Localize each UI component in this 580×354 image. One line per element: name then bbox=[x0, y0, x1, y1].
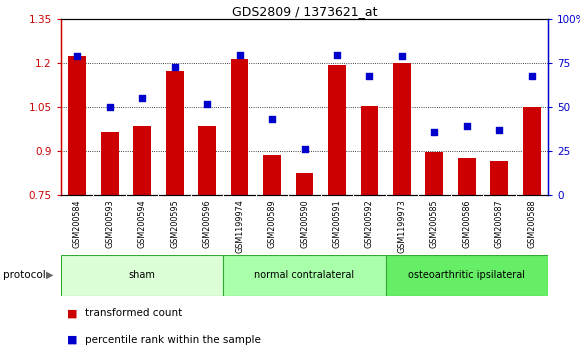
Text: ■: ■ bbox=[67, 308, 77, 318]
Bar bbox=[68, 56, 86, 195]
Point bbox=[235, 52, 244, 57]
Text: GSM200589: GSM200589 bbox=[267, 200, 277, 248]
Text: GSM1199974: GSM1199974 bbox=[235, 200, 244, 253]
Text: GSM200585: GSM200585 bbox=[430, 200, 439, 248]
Text: GSM200593: GSM200593 bbox=[105, 200, 114, 248]
Text: percentile rank within the sample: percentile rank within the sample bbox=[85, 335, 261, 345]
Point bbox=[105, 104, 114, 110]
Text: GSM200592: GSM200592 bbox=[365, 200, 374, 248]
Text: GSM200591: GSM200591 bbox=[332, 200, 342, 248]
Point bbox=[300, 146, 309, 152]
Text: GSM200594: GSM200594 bbox=[137, 200, 147, 248]
Text: sham: sham bbox=[129, 270, 155, 280]
Text: GSM200584: GSM200584 bbox=[72, 200, 82, 248]
Point bbox=[527, 73, 536, 78]
Bar bbox=[263, 155, 281, 195]
Bar bbox=[166, 70, 183, 195]
Bar bbox=[296, 173, 313, 195]
Point bbox=[365, 73, 374, 78]
Text: osteoarthritic ipsilateral: osteoarthritic ipsilateral bbox=[408, 270, 525, 280]
Text: protocol: protocol bbox=[3, 270, 46, 280]
Point bbox=[202, 101, 212, 107]
Point bbox=[495, 127, 504, 133]
Text: GSM200595: GSM200595 bbox=[170, 200, 179, 248]
Point bbox=[430, 129, 439, 135]
Bar bbox=[231, 59, 248, 195]
Point bbox=[462, 124, 472, 129]
Bar bbox=[426, 152, 443, 195]
Text: GSM200588: GSM200588 bbox=[527, 200, 536, 248]
Point bbox=[332, 52, 342, 57]
Point bbox=[267, 116, 277, 122]
Bar bbox=[133, 126, 151, 195]
Point bbox=[72, 53, 82, 59]
Text: ▶: ▶ bbox=[46, 270, 53, 280]
Bar bbox=[386, 255, 548, 296]
Bar bbox=[491, 161, 508, 195]
Point bbox=[170, 64, 179, 70]
Text: transformed count: transformed count bbox=[85, 308, 183, 318]
Bar bbox=[523, 107, 541, 195]
Text: GSM200587: GSM200587 bbox=[495, 200, 504, 248]
Point bbox=[397, 53, 407, 59]
Text: GSM1199973: GSM1199973 bbox=[397, 200, 407, 253]
Text: GSM200586: GSM200586 bbox=[462, 200, 472, 248]
Text: ■: ■ bbox=[67, 335, 77, 345]
Text: normal contralateral: normal contralateral bbox=[255, 270, 354, 280]
Bar bbox=[393, 63, 411, 195]
Bar bbox=[328, 65, 346, 195]
Title: GDS2809 / 1373621_at: GDS2809 / 1373621_at bbox=[232, 5, 377, 18]
Bar bbox=[361, 105, 378, 195]
Bar bbox=[458, 158, 476, 195]
Bar bbox=[61, 255, 223, 296]
Bar bbox=[198, 126, 216, 195]
Point bbox=[137, 96, 147, 101]
Bar bbox=[223, 255, 386, 296]
Text: GSM200596: GSM200596 bbox=[202, 200, 212, 248]
Text: GSM200590: GSM200590 bbox=[300, 200, 309, 248]
Bar bbox=[101, 132, 118, 195]
